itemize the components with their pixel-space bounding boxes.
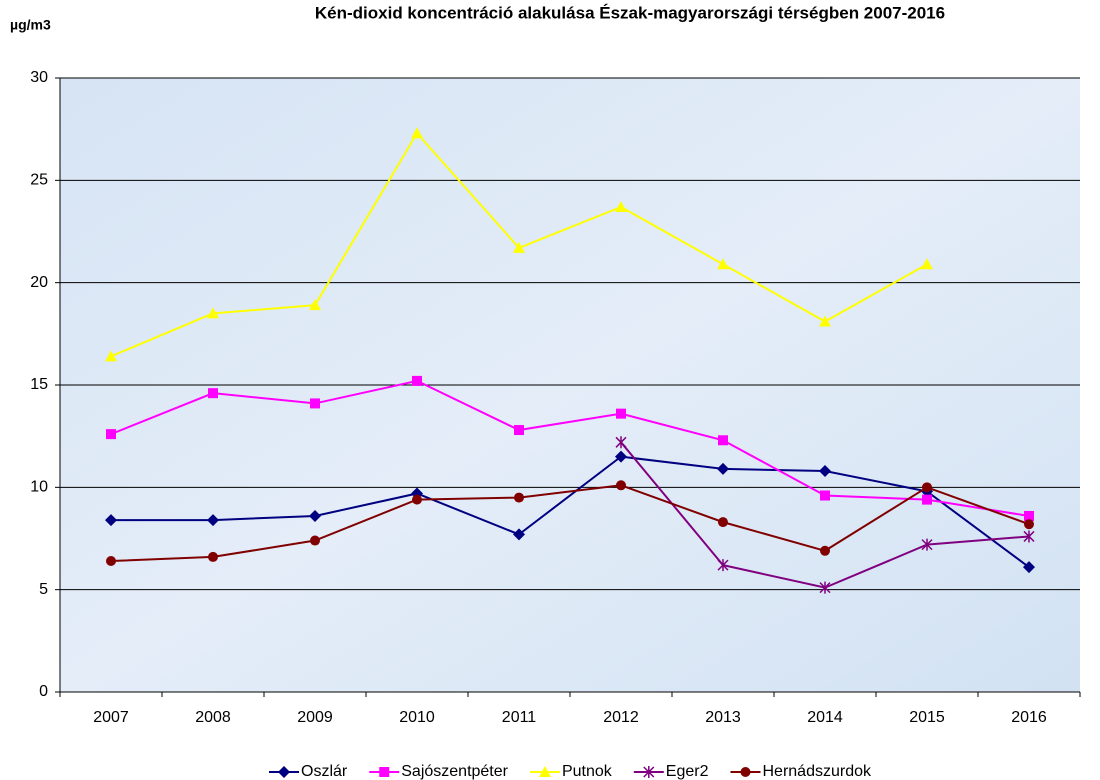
- marker: [718, 517, 728, 528]
- marker: [740, 767, 751, 777]
- marker: [105, 514, 117, 527]
- marker: [922, 494, 932, 505]
- marker: [819, 315, 831, 327]
- marker: [1023, 530, 1035, 543]
- marker: [207, 514, 219, 527]
- marker: [922, 482, 932, 493]
- marker: [310, 535, 320, 546]
- series-line: [110, 379, 1030, 517]
- y-tick-label: 20: [30, 274, 48, 291]
- legend-label: Hernádszurdok: [762, 763, 872, 780]
- marker: [412, 494, 422, 505]
- marker: [411, 127, 423, 139]
- x-tick-label: 2010: [399, 709, 435, 726]
- marker: [310, 398, 320, 409]
- marker: [717, 258, 729, 270]
- x-tick-label: 2013: [705, 709, 741, 726]
- legend-label: Sajószentpéter: [401, 763, 508, 780]
- marker: [208, 388, 218, 399]
- marker: [643, 766, 655, 778]
- y-tick-label: 25: [30, 172, 48, 189]
- x-tick-label: 2014: [807, 709, 843, 726]
- marker: [278, 766, 291, 778]
- marker: [615, 450, 627, 463]
- marker: [514, 492, 524, 503]
- y-tick-label: 30: [30, 69, 48, 86]
- marker: [1023, 561, 1035, 574]
- marker: [921, 258, 933, 270]
- marker: [207, 307, 219, 319]
- marker: [106, 429, 116, 440]
- x-tick-label: 2011: [502, 709, 537, 726]
- x-tick-label: 2012: [603, 709, 639, 726]
- marker: [1024, 519, 1034, 530]
- marker: [513, 528, 525, 541]
- marker: [1024, 510, 1034, 521]
- marker: [513, 241, 525, 253]
- marker: [616, 408, 626, 419]
- x-tick-label: 2016: [1011, 709, 1047, 726]
- marker: [820, 490, 830, 501]
- marker: [819, 581, 831, 594]
- series-line: [110, 484, 1030, 563]
- y-tick-label: 5: [39, 581, 48, 598]
- x-tick-label: 2009: [297, 709, 333, 726]
- x-tick-label: 2015: [909, 709, 945, 726]
- legend-label: Oszlár: [301, 763, 348, 780]
- marker: [921, 538, 933, 551]
- marker: [379, 767, 390, 777]
- marker: [717, 559, 729, 572]
- marker: [538, 766, 551, 777]
- marker: [615, 200, 627, 212]
- marker: [717, 462, 729, 475]
- series-line: [111, 455, 1030, 568]
- marker: [820, 545, 830, 556]
- y-axis-label: µg/m3: [10, 17, 51, 33]
- chart-title: Kén-dioxid koncentráció alakulása Észak-…: [315, 3, 945, 22]
- marker: [105, 350, 117, 362]
- legend: Oszlár Sajószentpéter Putnok Eger2 Hernádszu…: [269, 763, 872, 780]
- y-tick-label: 15: [30, 376, 48, 393]
- legend-label: Eger2: [666, 763, 709, 780]
- marker: [309, 509, 321, 522]
- marker: [616, 480, 626, 491]
- marker: [718, 435, 728, 446]
- marker: [615, 436, 627, 449]
- marker: [309, 299, 321, 311]
- legend-label: Putnok: [562, 763, 613, 780]
- y-tick-label: 10: [30, 479, 48, 496]
- x-tick-label: 2007: [93, 709, 129, 726]
- marker: [106, 556, 116, 567]
- marker: [819, 464, 831, 477]
- marker: [208, 551, 218, 562]
- x-tick-label: 2008: [195, 709, 231, 726]
- marker: [514, 425, 524, 436]
- marker: [412, 375, 422, 386]
- y-tick-label: 0: [39, 683, 48, 700]
